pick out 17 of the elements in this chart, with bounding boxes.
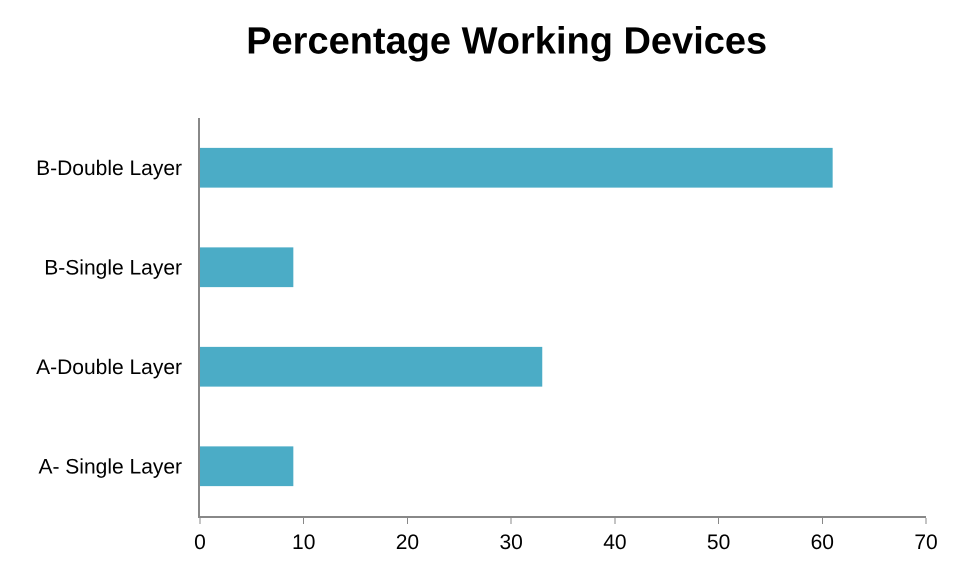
bar bbox=[200, 446, 294, 486]
x-tick-label: 70 bbox=[914, 530, 938, 554]
x-tick-label: 20 bbox=[396, 530, 420, 554]
x-tick-label: 0 bbox=[194, 530, 206, 554]
y-tick-label: A- Single Layer bbox=[38, 456, 182, 479]
bar bbox=[200, 346, 542, 387]
bar bbox=[200, 247, 294, 288]
x-tick-label: 10 bbox=[292, 530, 316, 554]
y-tick-label: B-Single Layer bbox=[44, 256, 182, 280]
chart-title: Percentage Working Devices bbox=[246, 20, 768, 63]
y-tick-label: A-Double Layer bbox=[36, 356, 182, 380]
x-tick-label: 50 bbox=[706, 530, 730, 554]
x-tick-label: 60 bbox=[810, 530, 834, 554]
y-tick-label: B-Double Layer bbox=[36, 157, 182, 180]
x-tick-label: 30 bbox=[499, 530, 523, 554]
bar bbox=[200, 148, 833, 188]
x-tick-label: 40 bbox=[603, 530, 627, 554]
